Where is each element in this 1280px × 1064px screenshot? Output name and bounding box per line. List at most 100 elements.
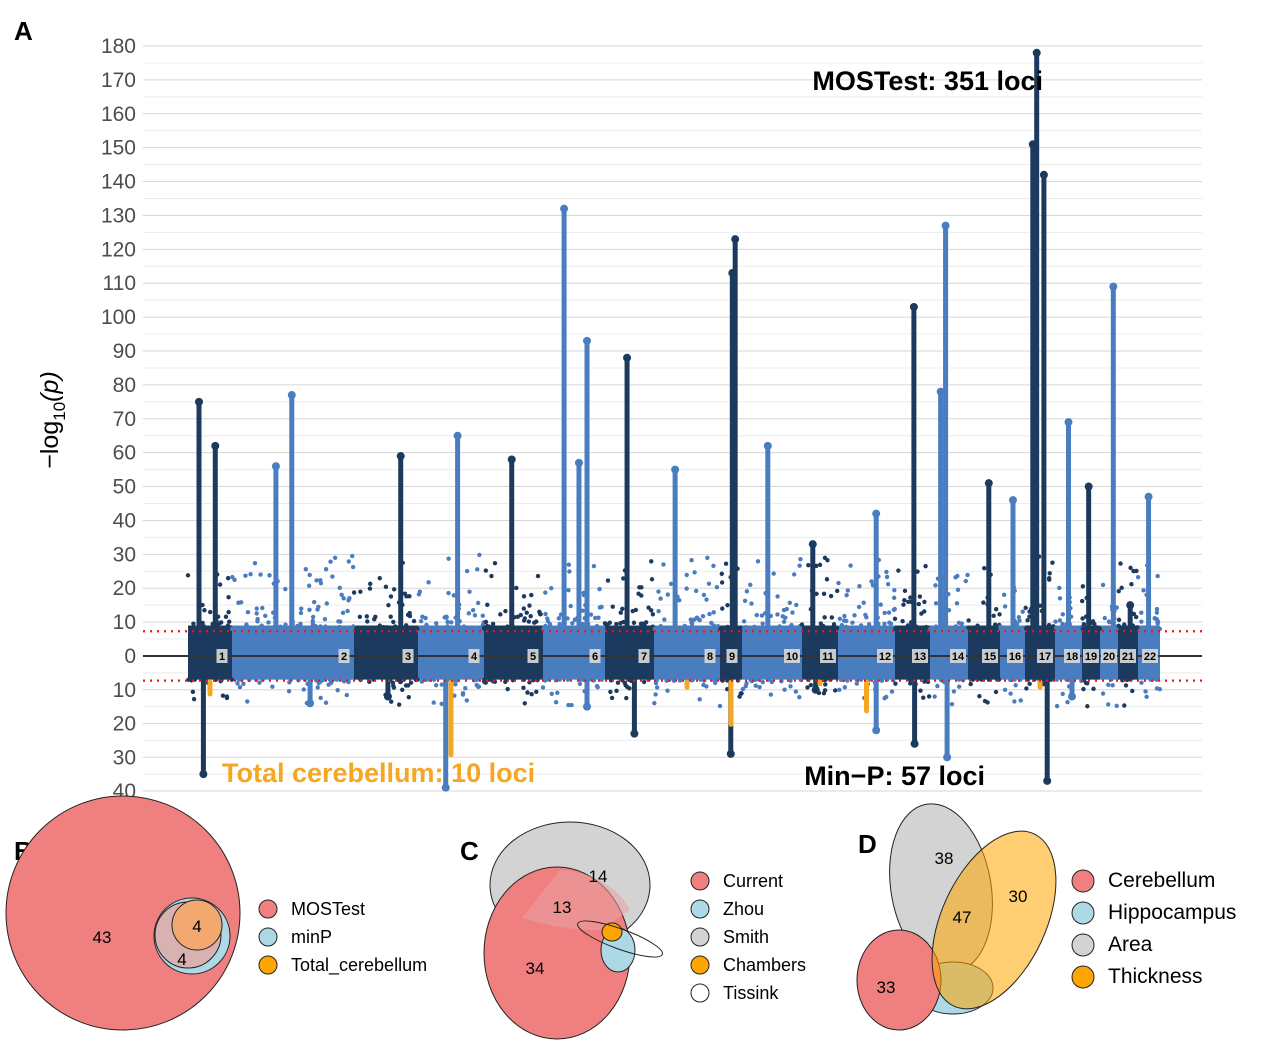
snp-point xyxy=(241,681,246,687)
snp-point xyxy=(955,587,961,593)
snp-point xyxy=(406,695,411,700)
snp-point xyxy=(624,695,629,701)
snp-point xyxy=(259,623,264,628)
y-tick-label: 70 xyxy=(113,408,136,431)
y-axis-label: −log10(p) xyxy=(36,371,69,468)
snp-point xyxy=(446,590,451,596)
peak-column xyxy=(1127,605,1133,629)
snp-point xyxy=(359,626,364,631)
snp-point xyxy=(842,685,848,690)
snp-point xyxy=(535,573,541,579)
legend-swatch xyxy=(1071,901,1095,925)
peak-column xyxy=(1010,500,1016,629)
snp-point xyxy=(775,594,780,599)
snp-point xyxy=(580,621,585,627)
snp-point xyxy=(316,681,322,686)
snp-point xyxy=(677,678,683,683)
snp-point xyxy=(543,611,548,617)
snp-point xyxy=(316,604,321,609)
snp-point xyxy=(1116,589,1121,594)
snp-point xyxy=(850,620,855,625)
peak-point xyxy=(872,509,881,518)
snp-point xyxy=(963,578,968,584)
snp-point xyxy=(788,678,793,683)
snp-point xyxy=(339,592,344,598)
snp-point xyxy=(238,600,244,605)
snp-point xyxy=(854,681,860,686)
snp-point xyxy=(742,598,748,603)
peak-point xyxy=(909,302,918,311)
y-tick-label: 0 xyxy=(124,645,136,668)
snp-point xyxy=(661,562,666,567)
peak-point xyxy=(1039,170,1048,179)
peak-column xyxy=(1066,422,1071,629)
snp-point xyxy=(644,626,650,632)
snp-point xyxy=(427,626,432,632)
snp-point xyxy=(972,626,978,632)
snp-point xyxy=(711,610,716,615)
peak-column xyxy=(200,676,206,775)
snp-point xyxy=(610,604,615,609)
snp-point xyxy=(968,681,973,687)
snp-point xyxy=(701,592,707,598)
snp-point xyxy=(714,584,720,590)
snp-point xyxy=(869,579,874,584)
snp-point xyxy=(1017,618,1022,623)
snp-point xyxy=(391,683,396,689)
snp-point xyxy=(591,563,597,569)
snp-point xyxy=(933,624,939,629)
snp-point xyxy=(713,680,718,686)
snp-point xyxy=(668,581,674,587)
snp-point xyxy=(1079,598,1085,604)
snp-point xyxy=(341,596,346,601)
snp-point xyxy=(935,683,940,689)
snp-point xyxy=(1048,677,1054,682)
snp-point xyxy=(697,697,702,702)
snp-point xyxy=(787,600,793,605)
snp-point xyxy=(1016,615,1022,620)
legend-label: Total_cerebellum xyxy=(291,955,427,976)
snp-point xyxy=(346,559,351,564)
snp-point xyxy=(741,626,747,632)
snp-point xyxy=(379,626,385,631)
legend-swatch xyxy=(690,983,710,1003)
snp-point xyxy=(790,610,795,615)
peak-column xyxy=(1110,286,1116,629)
snp-point xyxy=(745,626,750,632)
snp-point xyxy=(223,614,229,619)
peak-point xyxy=(199,770,208,779)
chromosome-label: 21 xyxy=(1122,651,1134,663)
snp-point xyxy=(1116,617,1122,623)
chromosome-band xyxy=(232,625,354,680)
snp-point xyxy=(741,619,747,624)
chromosome-label-box xyxy=(1120,649,1136,663)
snp-point xyxy=(553,700,559,705)
snp-point xyxy=(1097,626,1103,631)
peak-point xyxy=(726,749,735,758)
peak-column xyxy=(912,676,918,744)
snp-point xyxy=(229,626,235,632)
snp-point xyxy=(415,626,420,631)
snp-point xyxy=(1020,609,1025,614)
snp-point xyxy=(220,693,226,698)
snp-point xyxy=(327,677,333,682)
snp-point xyxy=(753,683,758,688)
snp-point xyxy=(917,594,923,599)
venn-b-count-all: 4 xyxy=(192,917,201,936)
snp-point xyxy=(265,626,270,631)
legend-label: Thickness xyxy=(1108,965,1203,988)
snp-point xyxy=(1046,575,1052,581)
snp-point xyxy=(1057,596,1063,601)
snp-point xyxy=(357,614,363,620)
snp-point xyxy=(350,553,355,559)
snp-point xyxy=(540,685,546,690)
snp-point xyxy=(1060,621,1065,627)
chromosome-label-box xyxy=(1142,649,1158,663)
snp-point xyxy=(444,626,449,632)
chromosome-label: 14 xyxy=(952,651,965,663)
peak-point xyxy=(936,387,945,396)
snp-point xyxy=(719,677,724,682)
snp-point xyxy=(649,559,654,564)
snp-point xyxy=(954,601,960,606)
snp-point xyxy=(608,689,613,695)
